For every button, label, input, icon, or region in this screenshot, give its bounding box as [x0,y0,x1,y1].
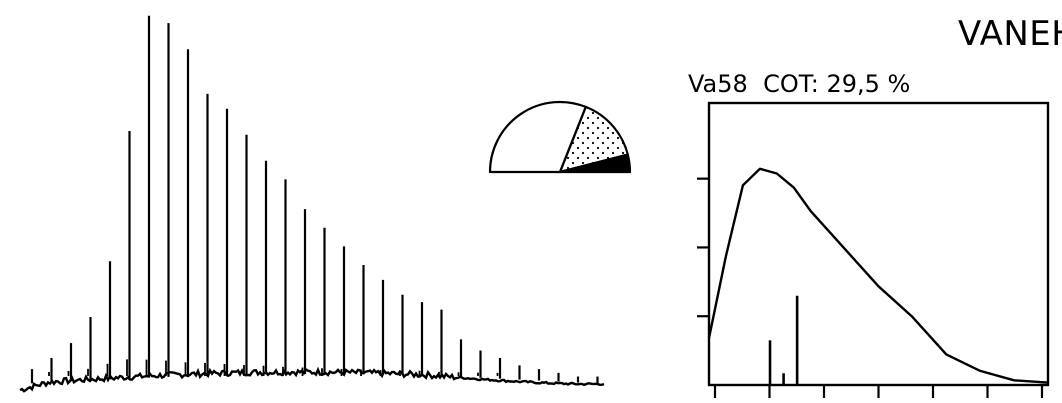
pyrolysis-curve [707,167,1049,384]
chromatogram-baseline [19,366,605,393]
sample-header: Va58 COT: 29,5 % [688,70,910,98]
pie-slice [558,105,629,174]
sample-region-label: VANEH [958,14,1062,54]
pie-slice [558,153,632,174]
chromatogram [19,15,605,393]
plot-frame [707,101,1050,387]
cot-value: COT: 29,5 % [763,70,911,98]
pie-slice [488,100,587,174]
sample-id: Va58 [688,70,748,98]
